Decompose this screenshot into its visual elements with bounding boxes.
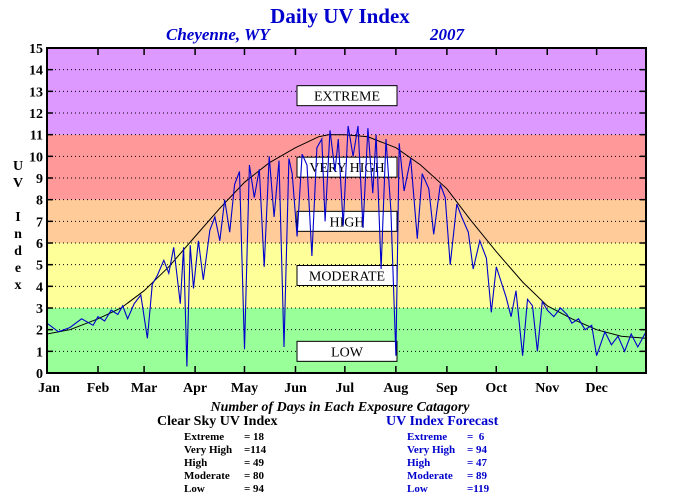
band-label-box bbox=[296, 85, 398, 107]
month-label: Jan bbox=[38, 381, 60, 396]
forecast-line bbox=[46, 125, 647, 367]
clear-sky-category-name: Low bbox=[184, 483, 205, 495]
forecast-category-name: Low bbox=[407, 483, 428, 495]
month-label: Jul bbox=[336, 381, 355, 396]
clear-sky-row: Extreme = 18 bbox=[184, 431, 304, 444]
y-tick-label: 14 bbox=[29, 64, 43, 79]
clear-sky-category-name: Very High bbox=[184, 444, 233, 456]
month-label: Sep bbox=[436, 381, 458, 396]
forecast-row: Extreme = 6 bbox=[407, 431, 519, 444]
y-axis-letter: e bbox=[14, 261, 22, 276]
y-tick-label: 11 bbox=[30, 129, 43, 144]
forecast-category-name: High bbox=[407, 457, 431, 469]
y-tick-label: 12 bbox=[29, 107, 43, 122]
month-label: Mar bbox=[131, 381, 157, 396]
clear-sky-row: High = 49 bbox=[184, 457, 304, 470]
clear-sky-category-count: = 49 bbox=[244, 457, 265, 469]
month-label: Jun bbox=[284, 381, 307, 396]
counts-title: Number of Days in Each Exposure Catagory bbox=[210, 400, 470, 415]
forecast-row: Low =119 bbox=[407, 483, 519, 496]
y-tick-label: 2 bbox=[36, 324, 43, 339]
month-label: Aug bbox=[383, 381, 408, 396]
y-axis-letter: n bbox=[14, 227, 22, 242]
band-label: HIGH bbox=[330, 215, 365, 230]
month-label: May bbox=[231, 381, 258, 396]
y-tick-label: 6 bbox=[36, 237, 43, 252]
forecast-row: Very High = 94 bbox=[407, 444, 519, 457]
forecast-category-count: =119 bbox=[467, 483, 490, 495]
y-tick-label: 15 bbox=[29, 42, 43, 57]
clear-sky-line bbox=[46, 134, 647, 339]
clear-sky-category-count: = 80 bbox=[244, 470, 265, 482]
clear-sky-category-count: = 94 bbox=[244, 483, 265, 495]
forecast-stats: UV Index Forecast Extreme = 6 Very High = 9… bbox=[386, 414, 498, 496]
clear-sky-row: Moderate = 80 bbox=[184, 470, 304, 483]
clear-sky-stats: Clear Sky UV Index Extreme = 18 Very High =… bbox=[157, 414, 277, 496]
forecast-category-count: = 6 bbox=[467, 431, 485, 443]
forecast-row: Moderate = 89 bbox=[407, 470, 519, 483]
forecast-row: High = 47 bbox=[407, 457, 519, 470]
forecast-heading: UV Index Forecast bbox=[386, 414, 499, 429]
location-label: Cheyenne, WY bbox=[166, 25, 270, 44]
y-tick-label: 4 bbox=[36, 280, 43, 295]
y-axis-letter: x bbox=[14, 278, 22, 293]
y-tick-label: 3 bbox=[36, 302, 43, 317]
band-label: MODERATE bbox=[309, 270, 385, 285]
clear-sky-category-name: Extreme bbox=[184, 431, 225, 443]
month-label: Dec bbox=[585, 381, 608, 396]
band-label-box bbox=[296, 340, 398, 362]
y-tick-label: 8 bbox=[36, 194, 43, 209]
forecast-category-count: = 47 bbox=[467, 457, 488, 469]
clear-sky-category-count: =114 bbox=[244, 444, 267, 456]
forecast-category-count: = 94 bbox=[467, 444, 488, 456]
clear-sky-category-name: High bbox=[184, 457, 208, 469]
y-tick-label: 0 bbox=[36, 367, 43, 382]
band-label-box bbox=[296, 210, 398, 232]
y-axis-letter: V bbox=[12, 176, 24, 191]
y-tick-label: 13 bbox=[29, 85, 43, 100]
forecast-category-name: Moderate bbox=[407, 470, 453, 482]
band-low bbox=[47, 308, 646, 373]
clear-sky-category-name: Moderate bbox=[184, 470, 230, 482]
y-tick-label: 9 bbox=[36, 172, 43, 187]
y-tick-label: 1 bbox=[36, 345, 43, 360]
month-label: Nov bbox=[535, 381, 559, 396]
clear-sky-heading: Clear Sky UV Index bbox=[157, 414, 278, 429]
month-label: Apr bbox=[183, 381, 207, 396]
y-tick-label: 10 bbox=[29, 150, 43, 165]
clear-sky-row: Very High =114 bbox=[184, 444, 304, 457]
y-tick-label: 5 bbox=[36, 259, 43, 274]
month-label: Feb bbox=[87, 381, 110, 396]
band-label: LOW bbox=[331, 345, 364, 360]
y-axis-letter: U bbox=[12, 159, 24, 174]
y-axis-letter: I bbox=[15, 210, 21, 225]
forecast-category-count: = 89 bbox=[467, 470, 488, 482]
forecast-category-name: Very High bbox=[407, 444, 456, 456]
chart-title: Daily UV Index bbox=[270, 4, 410, 28]
y-axis-letter: d bbox=[14, 244, 22, 259]
clear-sky-category-count: = 18 bbox=[244, 431, 265, 443]
clear-sky-row: Low = 94 bbox=[184, 483, 304, 496]
year-label: 2007 bbox=[430, 25, 464, 44]
plot-frame bbox=[46, 47, 647, 374]
month-label: Oct bbox=[485, 381, 507, 396]
y-tick-label: 7 bbox=[36, 215, 43, 230]
forecast-category-name: Extreme bbox=[407, 431, 448, 443]
band-label: EXTREME bbox=[314, 90, 380, 105]
